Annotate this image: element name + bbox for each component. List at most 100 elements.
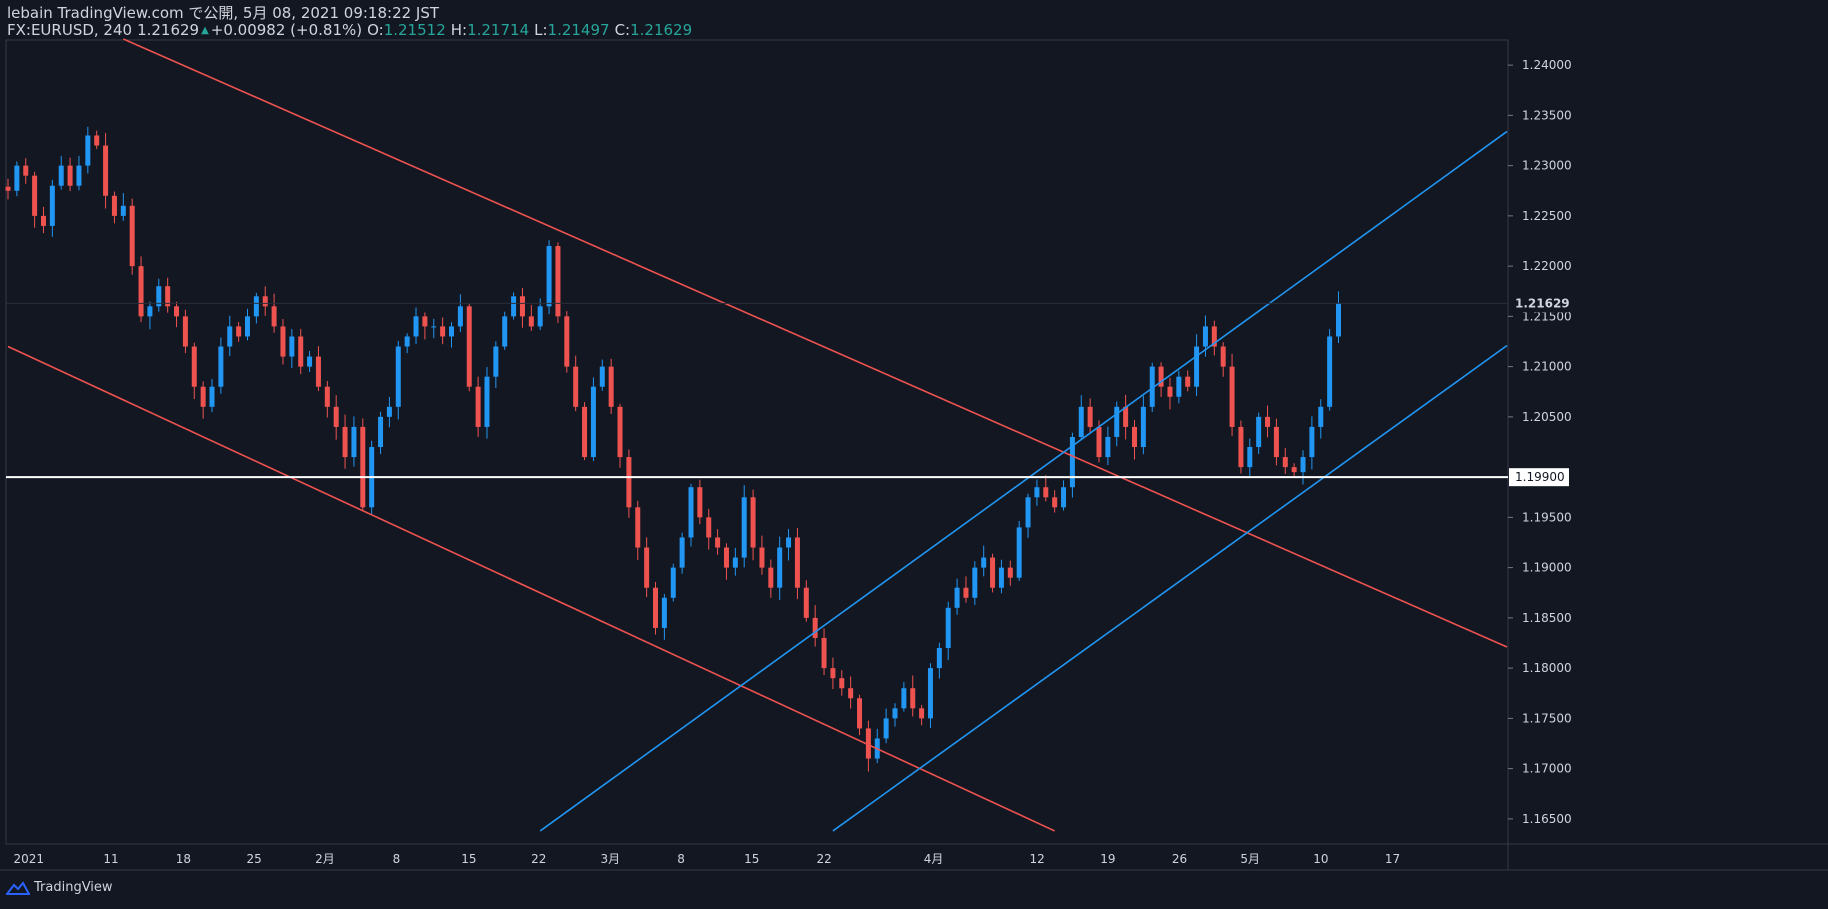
price-tick-label: 1.16500 xyxy=(1522,812,1572,826)
candle xyxy=(697,479,703,525)
candle xyxy=(617,403,623,468)
candle xyxy=(688,483,694,547)
price-tick-label: 1.21500 xyxy=(1522,309,1572,323)
candle xyxy=(777,536,783,600)
candle xyxy=(182,309,188,354)
time-tick-label: 5月 xyxy=(1240,852,1260,866)
support-line[interactable]: 1.19900 xyxy=(6,468,1569,487)
candle xyxy=(910,675,916,717)
candle xyxy=(1043,475,1049,502)
candle xyxy=(919,704,925,726)
candle xyxy=(342,414,348,469)
candle xyxy=(644,537,650,598)
candle xyxy=(351,416,357,467)
symbol-label[interactable]: FX:EURUSD, 240 xyxy=(7,21,133,39)
candle xyxy=(1309,416,1315,470)
price-tick-label: 1.22500 xyxy=(1522,209,1572,223)
candle xyxy=(315,346,321,392)
candle xyxy=(1123,394,1129,440)
candle xyxy=(40,206,46,234)
time-tick-label: 11 xyxy=(103,852,118,866)
candle xyxy=(555,242,561,323)
candle xyxy=(271,293,277,333)
candle xyxy=(865,720,871,772)
candle xyxy=(1282,447,1288,475)
candle xyxy=(1291,463,1297,477)
candle xyxy=(830,657,836,690)
time-tick-label: 4月 xyxy=(924,852,944,866)
price-tick-label: 1.18500 xyxy=(1522,611,1572,625)
candle xyxy=(431,318,437,339)
time-tick-label: 19 xyxy=(1100,852,1115,866)
candle xyxy=(191,342,197,400)
candle xyxy=(5,178,11,200)
price-tick-label: 1.17500 xyxy=(1522,711,1572,725)
candle xyxy=(209,378,215,413)
time-tick-label: 8 xyxy=(677,852,685,866)
candle xyxy=(440,317,446,345)
candle xyxy=(750,489,756,561)
candle xyxy=(395,340,401,420)
publish-title: lebain TradingView.com で公開, 5月 08, 2021 … xyxy=(7,4,440,22)
candle xyxy=(386,396,392,428)
candle xyxy=(413,307,419,344)
price-axis[interactable]: 1.24000 1.23500 1.23000 1.22500 1.22000 1.215… xyxy=(6,58,1572,826)
horizontal-level-badge xyxy=(1509,468,1569,487)
candle xyxy=(670,563,676,602)
candle xyxy=(1220,342,1226,377)
candle xyxy=(103,133,109,209)
candle xyxy=(58,156,64,190)
candle xyxy=(998,559,1004,594)
ascending-channel-bottom-line[interactable] xyxy=(832,344,1508,832)
candle xyxy=(892,703,898,727)
ascending-channel-top-line[interactable] xyxy=(539,130,1508,832)
candle xyxy=(1229,353,1235,437)
price-tick-label: 1.19000 xyxy=(1522,561,1572,575)
candle xyxy=(307,350,313,373)
candle xyxy=(76,155,82,191)
candle xyxy=(954,578,960,615)
candle xyxy=(963,576,969,603)
candle xyxy=(1140,395,1146,455)
candle xyxy=(936,642,942,679)
candle xyxy=(653,582,659,635)
low-label: L: xyxy=(534,21,548,39)
candle xyxy=(236,322,242,342)
candle xyxy=(280,319,286,365)
candle xyxy=(1105,426,1111,466)
close-label: C: xyxy=(614,21,631,39)
candle xyxy=(493,341,499,389)
candle xyxy=(1273,418,1279,466)
candle xyxy=(174,301,180,328)
candle xyxy=(1061,480,1067,511)
descending-channel-top-line[interactable] xyxy=(122,38,1508,648)
candle xyxy=(732,547,738,576)
candle xyxy=(466,303,472,392)
candle xyxy=(1052,490,1058,513)
candle xyxy=(1087,398,1093,433)
candle xyxy=(1034,479,1040,506)
candles xyxy=(5,126,1341,772)
candle xyxy=(138,256,144,323)
candle xyxy=(1131,420,1137,460)
descending-channel-bottom-line[interactable] xyxy=(7,345,1055,832)
candle xyxy=(1007,560,1013,586)
candle xyxy=(883,708,889,744)
candle xyxy=(484,367,490,439)
last-price: 1.21629 xyxy=(137,21,200,39)
candle xyxy=(200,381,206,419)
candle xyxy=(156,278,162,312)
time-tick-label: 25 xyxy=(247,852,262,866)
candle xyxy=(635,500,641,560)
candle xyxy=(449,322,454,348)
candle xyxy=(120,193,126,221)
candle xyxy=(1300,450,1306,485)
price-tick-label: 1.17000 xyxy=(1522,762,1572,776)
candle xyxy=(679,532,685,574)
candle xyxy=(227,315,233,357)
candle xyxy=(129,198,135,275)
time-axis[interactable]: 2021 11 18 25 2月 8 15 22 3月 8 15 22 4月 12 19 26 5月 10 17 xyxy=(14,852,1401,866)
time-tick-label: 10 xyxy=(1313,852,1328,866)
candle xyxy=(333,395,339,440)
